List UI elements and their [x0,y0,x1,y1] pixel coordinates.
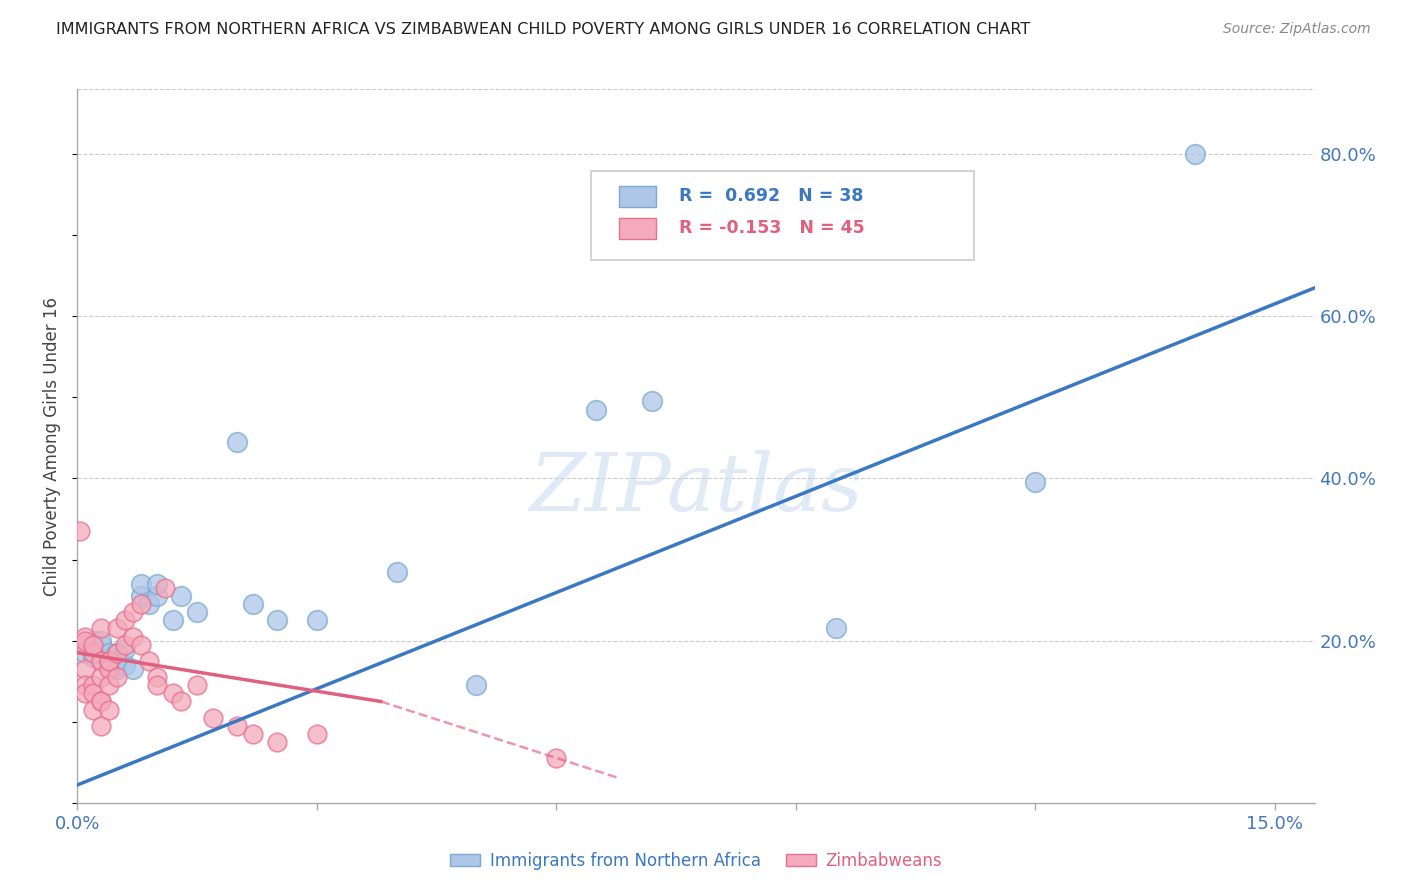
Point [122,662,145,676]
Point [105,662,128,676]
Point [202,711,225,725]
Point [90,646,112,660]
Text: ZIPatlas: ZIPatlas [529,450,863,527]
Point [105,654,128,668]
Point [75,630,97,644]
Point [82,686,104,700]
Point [305,727,328,741]
Point [75,638,97,652]
Point [90,719,112,733]
Bar [619,186,657,207]
Point [98,654,121,668]
Point [162,686,184,700]
Point [90,694,112,708]
Point [114,638,136,652]
Point [129,597,152,611]
Point [186,678,208,692]
Point [114,657,136,672]
Point [122,605,145,619]
Point [824,622,846,636]
Point [170,589,193,603]
Point [98,662,121,676]
Point [146,589,169,603]
Point [114,613,136,627]
Text: Source: ZipAtlas.com: Source: ZipAtlas.com [1223,22,1371,37]
Point [122,630,145,644]
Legend: Immigrants from Northern Africa, Zimbabweans: Immigrants from Northern Africa, Zimbabw… [443,846,949,877]
Point [114,641,136,656]
Point [129,577,152,591]
Point [90,622,112,636]
Point [82,702,104,716]
Point [75,662,97,676]
Point [146,670,169,684]
Point [129,589,152,603]
Point [105,622,128,636]
Point [585,402,607,417]
Point [82,678,104,692]
Point [90,638,112,652]
Point [186,605,208,619]
Point [162,613,184,627]
Text: R = -0.153   N = 45: R = -0.153 N = 45 [679,219,865,237]
Point [146,678,169,692]
Point [82,646,104,660]
Point [465,678,488,692]
Point [146,577,169,591]
Point [641,394,664,409]
Point [266,735,288,749]
Point [90,633,112,648]
Point [170,694,193,708]
Point [98,678,121,692]
Bar [619,218,657,239]
Point [82,633,104,648]
Point [82,649,104,664]
Y-axis label: Child Poverty Among Girls Under 16: Child Poverty Among Girls Under 16 [44,296,62,596]
Point [153,581,176,595]
Point [98,654,121,668]
Point [82,638,104,652]
Point [82,638,104,652]
Point [90,694,112,708]
Point [546,751,568,765]
Text: IMMIGRANTS FROM NORTHERN AFRICA VS ZIMBABWEAN CHILD POVERTY AMONG GIRLS UNDER 16: IMMIGRANTS FROM NORTHERN AFRICA VS ZIMBA… [56,22,1031,37]
Point [129,638,152,652]
Point [98,646,121,660]
Point [105,670,128,684]
Point [98,702,121,716]
Point [242,597,264,611]
Point [138,654,160,668]
Point [98,654,121,668]
Point [90,654,112,668]
Point [385,565,408,579]
Point [242,727,264,741]
Point [266,613,288,627]
Point [105,646,128,660]
Point [1024,475,1046,490]
Point [90,654,112,668]
Point [75,638,97,652]
FancyBboxPatch shape [591,171,974,260]
Point [226,434,249,449]
Point [69,524,91,538]
Point [105,646,128,660]
Point [98,662,121,676]
Point [90,670,112,684]
Point [138,597,160,611]
Point [75,678,97,692]
Point [305,613,328,627]
Point [75,633,97,648]
Point [98,654,121,668]
Point [226,719,249,733]
Point [1184,147,1206,161]
Point [75,686,97,700]
Point [75,646,97,660]
Text: R =  0.692   N = 38: R = 0.692 N = 38 [679,187,863,205]
